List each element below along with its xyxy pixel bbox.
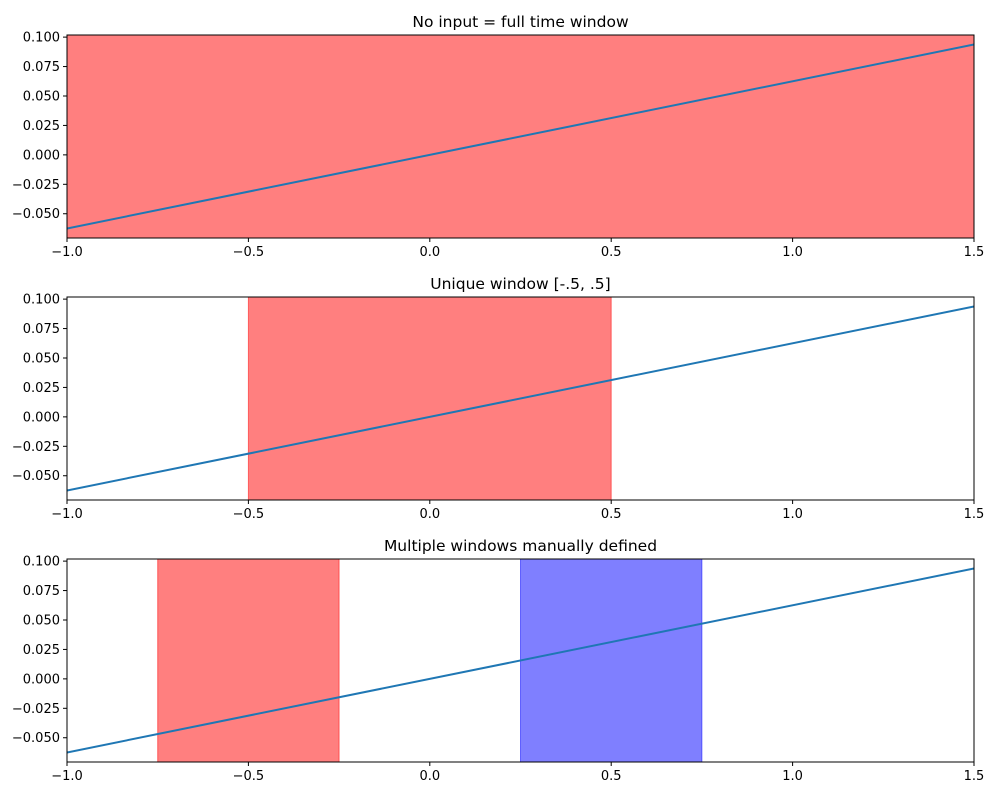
subplot-1: −1.0 −0.5 0.0 0.5 1.0 1.5 −0.050 −0.025 0.000 0.0… [12,13,984,260]
subplot-2: −1.0 −0.5 0.0 0.5 1.0 1.5 −0.050 −0.025 0.000 0.0… [12,275,984,522]
y-tick-label: 0.050 [23,89,60,104]
y-tick-label: −0.050 [12,207,60,222]
subplot-title: Multiple windows manually defined [384,537,657,555]
window-span-2 [520,559,703,762]
x-tick-label: −0.5 [233,769,265,784]
window-span-1 [247,297,612,500]
axes-frame [66,34,975,239]
x-tick-label: 1.5 [964,507,985,522]
y-tick-label: 0.075 [23,60,60,75]
x-tick-label: 0.5 [601,769,622,784]
series-line-1 [67,567,974,754]
y-tick-label: 0.000 [23,672,60,687]
x-tick-label: 1.0 [782,507,803,522]
x-tick-label: 1.0 [782,245,803,260]
y-tick-label: 0.025 [23,381,60,396]
x-tick-label: −1.0 [51,507,83,522]
window-span-1 [157,559,340,762]
y-tick-label: 0.100 [23,31,60,46]
y-tick-label: 0.050 [23,351,60,366]
y-tick-label: −0.025 [12,702,60,717]
y-tick-label: 0.000 [23,410,60,425]
series-line-1 [67,43,974,230]
x-tick-label: 0.5 [601,507,622,522]
x-tick-label: −0.5 [233,245,265,260]
y-tick-label: −0.025 [12,178,60,193]
y-tick-label: 0.050 [23,613,60,628]
x-tick-label: 0.0 [419,769,440,784]
y-tick-label: 0.100 [23,555,60,570]
x-tick-label: 0.0 [419,507,440,522]
y-tick-label: 0.025 [23,643,60,658]
axes-frame [66,296,975,501]
subplot-title: Unique window [-.5, .5] [430,275,610,293]
y-tick-label: −0.050 [12,731,60,746]
axes-frame [66,558,975,763]
y-tick-label: −0.025 [12,440,60,455]
x-tick-label: 1.5 [964,245,985,260]
y-tick-label: 0.000 [23,148,60,163]
x-tick-label: 1.5 [964,769,985,784]
y-tick-label: 0.025 [23,119,60,134]
y-tick-label: −0.050 [12,469,60,484]
x-tick-label: −1.0 [51,245,83,260]
x-tick-label: 0.5 [601,245,622,260]
subplot-title: No input = full time window [412,13,629,31]
x-tick-label: 1.0 [782,769,803,784]
series-line-1 [67,305,974,492]
x-tick-label: −0.5 [233,507,265,522]
y-tick-label: 0.075 [23,584,60,599]
subplot-3: −1.0 −0.5 0.0 0.5 1.0 1.5 −0.050 −0.025 0.000 0.0… [12,537,984,784]
x-tick-label: 0.0 [419,245,440,260]
y-tick-label: 0.100 [23,293,60,308]
x-tick-label: −1.0 [51,769,83,784]
y-tick-label: 0.075 [23,322,60,337]
